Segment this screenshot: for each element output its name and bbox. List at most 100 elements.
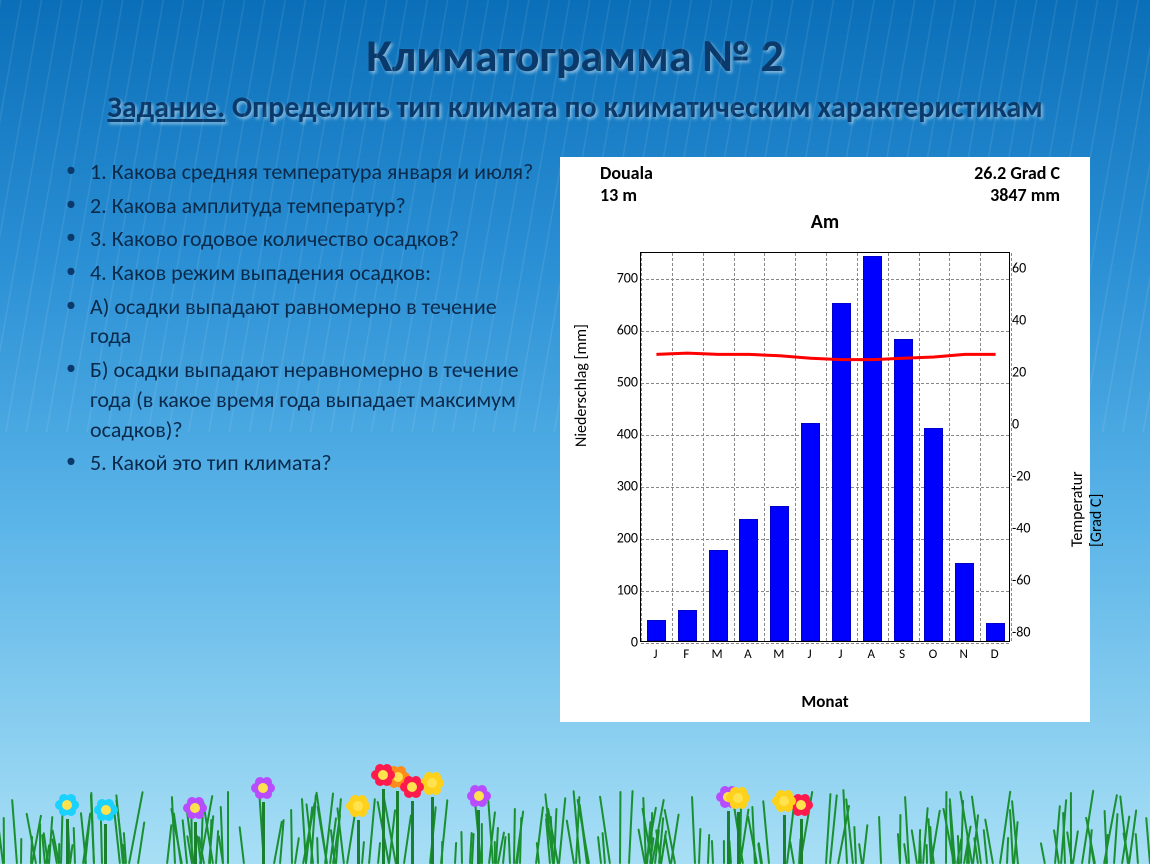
grass-blade bbox=[170, 808, 183, 864]
grass-blade bbox=[171, 796, 176, 864]
grass-blade bbox=[91, 792, 96, 864]
grass-blade bbox=[324, 792, 334, 864]
grass-blade bbox=[544, 793, 554, 864]
y-tick-left: 0 bbox=[610, 634, 638, 651]
grass-blade bbox=[1009, 809, 1014, 864]
grass-blade bbox=[346, 798, 358, 864]
grass-blade bbox=[1062, 812, 1066, 864]
precip-bar bbox=[647, 620, 666, 641]
grass-blade bbox=[227, 791, 229, 864]
grass-blade bbox=[751, 806, 756, 864]
flower-icon bbox=[194, 822, 197, 864]
grass-blade bbox=[572, 790, 580, 864]
grass-blade bbox=[922, 807, 929, 864]
grass-blade bbox=[545, 813, 555, 864]
grass-blade bbox=[52, 838, 59, 864]
grass-blade bbox=[218, 835, 224, 864]
grass-blade bbox=[1128, 809, 1137, 864]
grass-blade bbox=[1085, 817, 1096, 864]
grass-blade bbox=[332, 814, 341, 864]
question-item: А) осадки выпадают равномерно в течение … bbox=[60, 292, 540, 351]
grass-blade bbox=[642, 797, 647, 864]
question-item: 1. Какова средняя температура января и и… bbox=[60, 157, 540, 187]
grass-blade bbox=[1123, 832, 1131, 864]
grass-blade bbox=[747, 815, 758, 864]
grass-blade bbox=[72, 827, 75, 864]
grass-blade bbox=[31, 815, 42, 864]
grass-blade bbox=[317, 805, 328, 864]
grass-blade bbox=[628, 790, 634, 864]
grass-blade bbox=[904, 796, 910, 864]
grass-blade bbox=[202, 802, 214, 864]
grass-blade bbox=[1121, 815, 1130, 864]
flower-icon bbox=[431, 797, 434, 864]
grass-blade bbox=[310, 794, 317, 864]
grass-blade bbox=[825, 793, 831, 864]
subtitle-label: Задание. bbox=[107, 89, 225, 126]
annual-precip: 3847 mm bbox=[974, 185, 1060, 207]
precip-bar bbox=[770, 506, 789, 641]
x-tick: A bbox=[744, 647, 752, 662]
grass-blade bbox=[579, 803, 589, 864]
grass-blade bbox=[461, 831, 464, 864]
grass-blade bbox=[290, 809, 293, 864]
grass-blade bbox=[971, 795, 982, 864]
content-row: 1. Какова средняя температура января и и… bbox=[0, 127, 1150, 722]
grass-blade bbox=[1066, 831, 1073, 864]
grass-blade bbox=[316, 791, 329, 864]
grass-blade bbox=[1072, 831, 1079, 864]
question-list: 1. Какова средняя температура января и и… bbox=[60, 157, 540, 722]
grass-blade bbox=[963, 826, 972, 864]
grass-blade bbox=[658, 817, 664, 864]
grass-blade bbox=[471, 832, 475, 864]
grass-blade bbox=[502, 836, 507, 864]
grass-blade bbox=[843, 789, 849, 864]
precip-bar bbox=[955, 563, 974, 641]
grass-blade bbox=[762, 800, 770, 864]
grass-blade bbox=[412, 832, 414, 864]
grass-blade bbox=[731, 793, 744, 864]
grass-blade bbox=[854, 826, 858, 864]
grid-line-v bbox=[641, 253, 642, 641]
grass-blade bbox=[84, 814, 91, 864]
grass-blade bbox=[535, 807, 544, 864]
flower-icon bbox=[411, 801, 414, 864]
grass-blade bbox=[69, 844, 74, 864]
grass-blade bbox=[660, 834, 667, 864]
grass-blade bbox=[112, 804, 120, 864]
grass-blade bbox=[440, 799, 448, 864]
grass-blade bbox=[1135, 833, 1139, 864]
grass-blade bbox=[377, 801, 390, 864]
grass-blade bbox=[596, 836, 601, 864]
x-tick: J bbox=[653, 647, 657, 662]
x-tick: D bbox=[991, 647, 999, 662]
grass-blade bbox=[723, 840, 725, 864]
grass-blade bbox=[576, 799, 589, 864]
grass-blade bbox=[553, 808, 557, 864]
grass-blade bbox=[757, 843, 762, 864]
grass-blade bbox=[197, 836, 203, 864]
grass-blade bbox=[664, 809, 676, 864]
grass-blade bbox=[516, 836, 521, 864]
precip-bar bbox=[678, 610, 697, 641]
grid-line-v bbox=[826, 253, 827, 641]
grass-blade bbox=[960, 800, 964, 864]
grass-blade bbox=[930, 809, 941, 864]
grass-blade bbox=[186, 805, 196, 864]
grass-blade bbox=[926, 844, 928, 864]
grass-blade bbox=[90, 794, 95, 864]
flower-icon bbox=[783, 815, 786, 864]
grid-line-h bbox=[641, 539, 1009, 540]
grass-blade bbox=[220, 806, 224, 864]
grass-blade bbox=[1006, 837, 1009, 864]
grass-blade bbox=[845, 798, 854, 864]
grass-blade bbox=[1069, 792, 1071, 864]
grass-blade bbox=[377, 842, 381, 864]
grass-blade bbox=[1013, 821, 1019, 864]
grass-blade bbox=[910, 830, 917, 864]
grass-blade bbox=[999, 791, 1011, 864]
grass-blade bbox=[1040, 842, 1046, 864]
grass-blade bbox=[919, 840, 922, 864]
grass-blade bbox=[967, 837, 971, 864]
question-item: 3. Каково годовое количество осадков? bbox=[60, 224, 540, 254]
